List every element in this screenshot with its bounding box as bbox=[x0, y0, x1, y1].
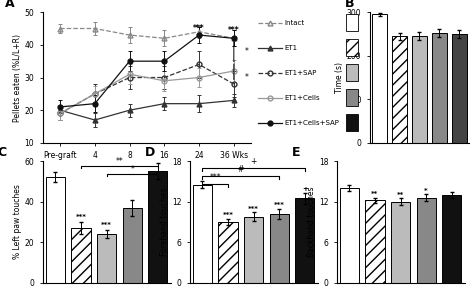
Text: ***: *** bbox=[76, 214, 86, 220]
Bar bbox=[412, 36, 427, 143]
Text: ET1+Cells: ET1+Cells bbox=[284, 95, 320, 101]
Bar bbox=[442, 195, 461, 283]
Y-axis label: Backhand touches: Backhand touches bbox=[307, 187, 316, 257]
Text: ***: *** bbox=[228, 26, 240, 35]
Text: ET1: ET1 bbox=[284, 45, 298, 51]
Text: **: ** bbox=[116, 157, 123, 166]
Bar bbox=[244, 216, 263, 283]
Bar bbox=[97, 234, 116, 283]
Text: +: + bbox=[302, 186, 308, 192]
Bar bbox=[270, 214, 289, 283]
Bar bbox=[365, 200, 384, 283]
Bar bbox=[72, 228, 91, 283]
Text: **: ** bbox=[371, 191, 379, 197]
Text: ET1+Cells+SAP: ET1+Cells+SAP bbox=[284, 119, 339, 126]
Bar bbox=[148, 171, 167, 283]
Bar bbox=[372, 14, 387, 143]
Text: ***: *** bbox=[210, 173, 221, 182]
Bar bbox=[392, 36, 407, 143]
Bar bbox=[46, 177, 65, 283]
Text: ***: *** bbox=[274, 202, 284, 209]
Text: Intact: Intact bbox=[284, 20, 304, 26]
Text: ***: *** bbox=[223, 212, 233, 218]
Bar bbox=[391, 202, 410, 283]
Bar bbox=[340, 188, 359, 283]
Y-axis label: Pellets eaten (%L/L+R): Pellets eaten (%L/L+R) bbox=[13, 33, 22, 122]
Bar bbox=[452, 34, 467, 143]
Bar bbox=[123, 208, 142, 283]
Text: *: * bbox=[244, 47, 248, 56]
Text: *: * bbox=[244, 73, 248, 82]
Text: ***: *** bbox=[101, 222, 112, 228]
Text: **: ** bbox=[397, 192, 404, 198]
Bar bbox=[295, 198, 314, 283]
Bar bbox=[432, 33, 447, 143]
Text: B: B bbox=[345, 0, 355, 10]
Text: ***: *** bbox=[193, 24, 205, 33]
Y-axis label: Forehand touches: Forehand touches bbox=[160, 188, 169, 256]
Text: #: # bbox=[237, 165, 244, 174]
Bar bbox=[219, 222, 237, 283]
Y-axis label: Time (s): Time (s) bbox=[335, 62, 344, 93]
Bar bbox=[417, 198, 436, 283]
Text: ET1+SAP: ET1+SAP bbox=[284, 70, 317, 76]
Text: C: C bbox=[0, 146, 7, 159]
Text: D: D bbox=[145, 146, 155, 159]
Text: *: * bbox=[424, 188, 428, 194]
Text: ***: *** bbox=[248, 206, 259, 212]
Text: *: * bbox=[130, 165, 134, 174]
Text: E: E bbox=[292, 146, 300, 159]
Text: +: + bbox=[250, 157, 257, 166]
Bar bbox=[193, 185, 212, 283]
Y-axis label: % Left paw touches: % Left paw touches bbox=[13, 185, 22, 259]
Text: A: A bbox=[5, 0, 15, 10]
